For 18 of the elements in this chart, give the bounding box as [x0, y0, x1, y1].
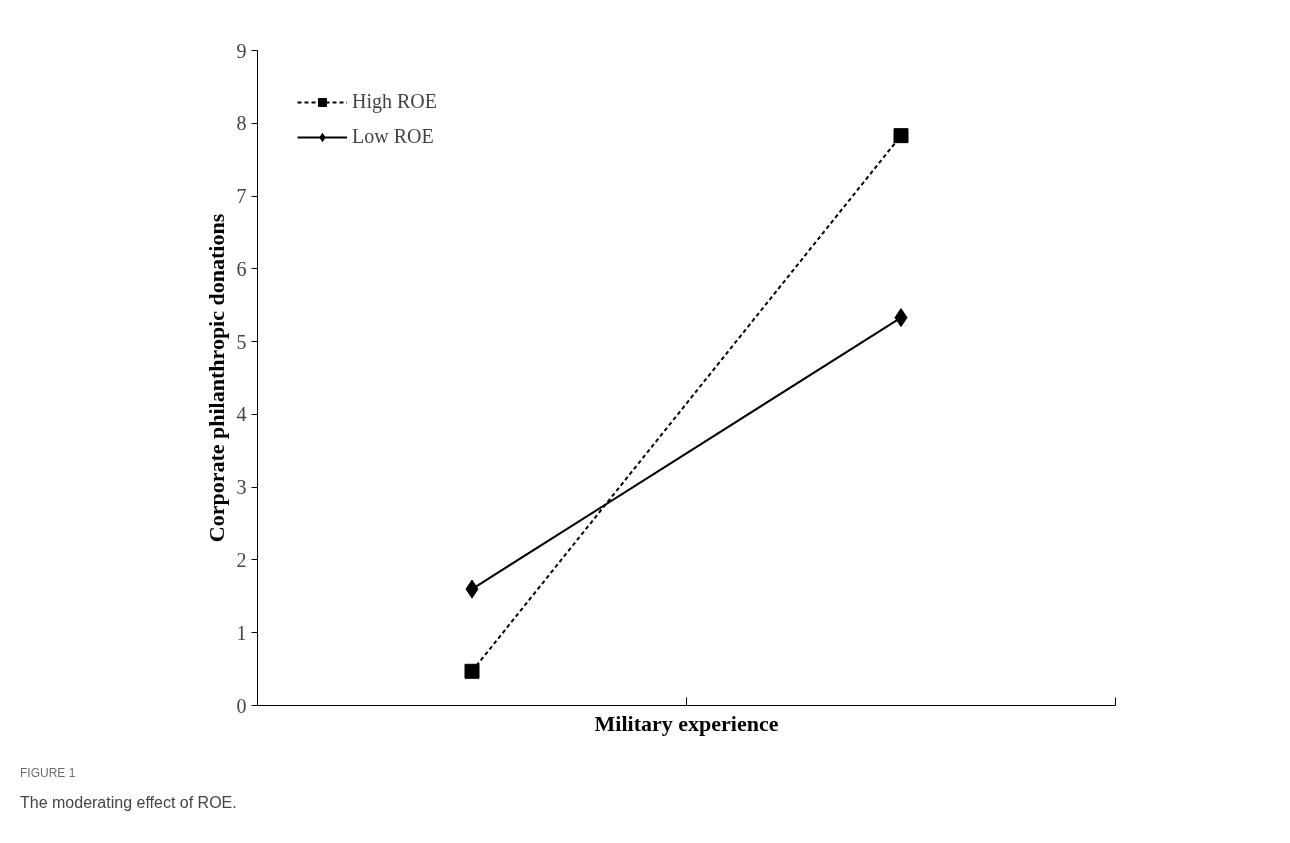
- point: [464, 663, 480, 679]
- y-axis-title: Corporate philanthropic donations: [203, 213, 229, 543]
- y-tick-label: 2: [236, 548, 247, 571]
- legend-label: High ROE: [352, 90, 437, 113]
- x-axis-title: Military experience: [594, 710, 779, 736]
- y-tick-label: 3: [236, 476, 247, 499]
- y-tick-label: 9: [236, 39, 247, 62]
- y-tick-label: 1: [236, 621, 247, 644]
- y-tick-label: 7: [236, 185, 247, 208]
- y-tick-label: 6: [236, 257, 247, 280]
- y-tick-label: 0: [236, 694, 247, 717]
- point: [893, 128, 909, 144]
- y-tick-label: 8: [236, 112, 247, 135]
- legend-label: Low ROE: [352, 125, 434, 148]
- y-tick-label: 4: [236, 403, 247, 426]
- text: The moderating effect of ROE.: [20, 793, 237, 814]
- caption: FIGURE 1: [20, 765, 76, 782]
- y-tick-label: 5: [236, 330, 247, 353]
